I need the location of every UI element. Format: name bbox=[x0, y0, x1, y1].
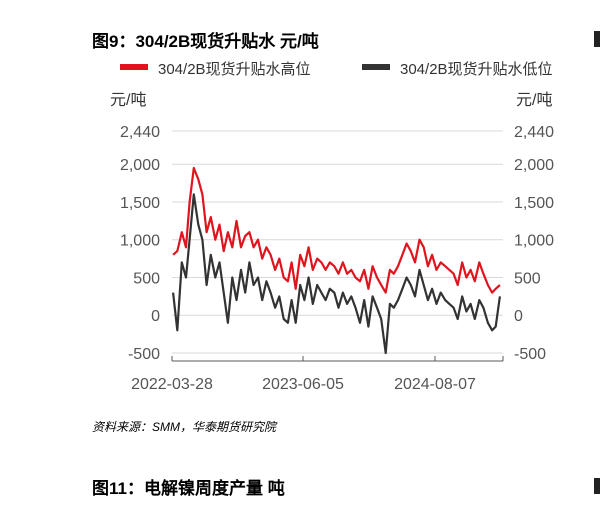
y-tick-label-right: 1,000 bbox=[514, 233, 554, 250]
y-axis-right: 元/吨 2,440 2,000 1,500 1,000 500 0 -500 bbox=[514, 91, 554, 363]
y-tick-label-right: 500 bbox=[514, 270, 541, 287]
y-tick-label-left: 1,500 bbox=[120, 195, 160, 212]
x-tick-label: 2023-06-05 bbox=[262, 376, 344, 393]
chart: 304/2B现货升贴水高位 304/2B现货升贴水低位 元/吨 2,440 2,000… bbox=[110, 61, 554, 393]
y-unit-left: 元/吨 bbox=[110, 91, 146, 109]
y-tick-label-left: 500 bbox=[133, 270, 160, 287]
y-tick-label-right: 1,500 bbox=[514, 195, 554, 212]
source-note: 资料来源：SMM，华泰期货研究院 bbox=[92, 420, 276, 434]
edge-marker bbox=[594, 31, 600, 47]
legend-label: 304/2B现货升贴水高位 bbox=[158, 61, 311, 78]
series-line-low bbox=[172, 193, 501, 355]
y-axis-left: 元/吨 2,440 2,000 1,500 1,000 500 0 -500 bbox=[110, 91, 160, 363]
legend-label: 304/2B现货升贴水低位 bbox=[400, 61, 553, 78]
figure-title: 图9：304/2B现货升贴水 元/吨 bbox=[92, 32, 319, 51]
next-figure-title: 图11：电解镍周度产量 吨 bbox=[92, 479, 285, 498]
x-tick-label: 2022-03-28 bbox=[131, 376, 213, 393]
y-tick-label-left: 2,440 bbox=[120, 124, 160, 141]
y-unit-right: 元/吨 bbox=[516, 91, 552, 109]
y-tick-label-left: 0 bbox=[151, 308, 160, 325]
y-tick-label-left: 1,000 bbox=[120, 233, 160, 250]
x-axis: 2022-03-28 2023-06-05 2024-08-07 bbox=[131, 356, 504, 393]
y-tick-label-right: 0 bbox=[514, 308, 523, 325]
y-tick-label-right: 2,000 bbox=[514, 157, 554, 174]
plot-area bbox=[172, 166, 501, 355]
legend-swatch bbox=[362, 64, 390, 70]
y-tick-label-right: -500 bbox=[514, 346, 546, 363]
legend: 304/2B现货升贴水高位 304/2B现货升贴水低位 bbox=[120, 61, 553, 78]
x-tick-label: 2024-08-07 bbox=[394, 376, 476, 393]
legend-swatch bbox=[120, 64, 148, 70]
edge-marker bbox=[594, 478, 600, 494]
y-tick-label-left: -500 bbox=[128, 346, 160, 363]
series-line-high bbox=[172, 166, 501, 294]
y-tick-label-left: 2,000 bbox=[120, 157, 160, 174]
y-tick-label-right: 2,440 bbox=[514, 124, 554, 141]
